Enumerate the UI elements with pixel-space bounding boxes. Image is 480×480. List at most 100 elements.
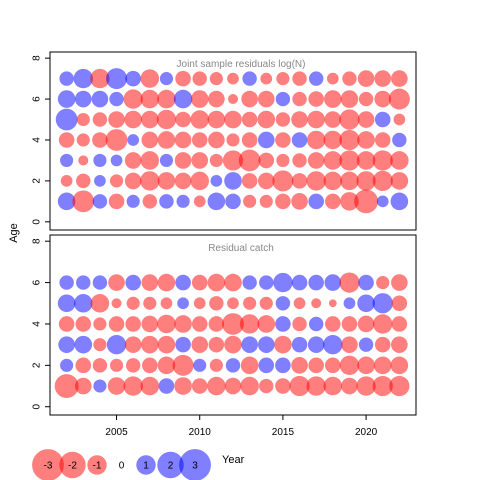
residual-bubble bbox=[357, 70, 375, 87]
residual-bubble bbox=[339, 150, 360, 171]
residual-bubble bbox=[390, 172, 409, 190]
residual-bubble bbox=[224, 110, 242, 129]
y-axis: 0 2 4 6 8 bbox=[32, 55, 50, 225]
x-tick-label: 2015 bbox=[272, 427, 295, 438]
x-tick-label: 2020 bbox=[355, 427, 378, 438]
residual-bubble bbox=[209, 358, 223, 372]
residual-bubble bbox=[308, 91, 324, 107]
residual-bubble bbox=[54, 374, 79, 398]
residual-bubble bbox=[308, 274, 324, 291]
residual-bubble bbox=[72, 190, 95, 213]
residual-bubble bbox=[175, 70, 191, 87]
residual-bubble bbox=[374, 336, 391, 353]
residual-bubble bbox=[93, 317, 107, 331]
residual-bubble bbox=[126, 194, 140, 208]
residual-bubble bbox=[157, 273, 176, 292]
residual-bubble bbox=[58, 316, 75, 332]
residual-bubble bbox=[74, 294, 93, 313]
residual-bubble bbox=[159, 194, 174, 209]
residual-bubble bbox=[177, 297, 189, 310]
residual-bubble bbox=[273, 272, 293, 293]
residual-bubble bbox=[391, 70, 408, 87]
y-tick-label: 8 bbox=[32, 238, 43, 244]
residual-bubble bbox=[291, 274, 308, 291]
residual-bubble bbox=[357, 315, 375, 333]
residual-bubble bbox=[308, 71, 324, 86]
residual-bubble bbox=[57, 294, 76, 313]
residual-bubble bbox=[291, 111, 308, 128]
residual-bubble bbox=[193, 358, 207, 372]
residual-bubble bbox=[259, 275, 274, 290]
residual-bubble bbox=[240, 376, 259, 396]
residual-bubble bbox=[106, 68, 128, 90]
residual-bubble bbox=[275, 91, 291, 107]
residual-bubble bbox=[291, 173, 308, 189]
residual-bubble bbox=[390, 151, 409, 170]
residual-bubble bbox=[60, 153, 74, 168]
residual-bubble bbox=[125, 70, 141, 87]
y-tick-label: 0 bbox=[32, 404, 43, 410]
y-tick-label: 8 bbox=[32, 55, 43, 61]
residual-bubble bbox=[339, 355, 360, 376]
x-axis: 2005 2010 2015 2020 bbox=[105, 415, 378, 438]
residual-bubble bbox=[59, 71, 74, 86]
residual-bubble bbox=[78, 155, 89, 166]
residual-bubble bbox=[323, 171, 343, 191]
residual-bubble bbox=[141, 335, 159, 354]
residual-bubble bbox=[207, 192, 226, 211]
residual-bubble bbox=[257, 336, 275, 353]
residual-bubble bbox=[306, 171, 326, 191]
residual-bubble bbox=[190, 171, 209, 191]
residual-bubble bbox=[307, 110, 325, 129]
residual-bubble bbox=[391, 316, 408, 332]
residual-bubble bbox=[92, 112, 108, 127]
residual-bubble bbox=[340, 90, 359, 108]
residual-bubble bbox=[306, 130, 326, 150]
residual-bubble bbox=[193, 297, 206, 310]
residual-bubble bbox=[143, 296, 157, 310]
residual-bubble bbox=[292, 91, 307, 107]
residual-bubble bbox=[357, 131, 375, 149]
residual-bubble bbox=[276, 72, 290, 86]
residual-bubble bbox=[357, 356, 375, 375]
residual-bubble bbox=[123, 376, 143, 396]
residual-bubble bbox=[160, 297, 173, 310]
residual-bubble bbox=[389, 375, 410, 397]
residual-bubble bbox=[175, 274, 191, 291]
residual-bubble bbox=[140, 376, 160, 396]
residual-bubble bbox=[91, 90, 109, 108]
legend-label: -3 bbox=[44, 461, 53, 472]
residual-bubble bbox=[172, 354, 194, 376]
residual-bubble bbox=[207, 376, 226, 396]
residual-bubble bbox=[291, 193, 308, 210]
residual-bubble bbox=[275, 193, 291, 210]
residual-bubble bbox=[175, 111, 191, 128]
residual-bubble bbox=[90, 68, 110, 89]
legend-label: 3 bbox=[192, 461, 198, 472]
residual-bubble bbox=[124, 172, 142, 190]
residual-bubble bbox=[190, 110, 209, 129]
panel-frame bbox=[49, 234, 417, 416]
bubbles bbox=[55, 68, 410, 214]
legend-bubble bbox=[59, 451, 86, 479]
residual-bubble bbox=[75, 357, 92, 374]
residual-bubble bbox=[127, 134, 140, 146]
residual-bubble bbox=[372, 150, 393, 171]
residual-bubble bbox=[191, 378, 208, 394]
residual-bubble bbox=[109, 174, 124, 188]
residual-bubble bbox=[292, 153, 307, 168]
residual-bubble bbox=[209, 296, 224, 311]
residual-bubble bbox=[393, 113, 406, 126]
residual-bubble bbox=[208, 336, 225, 353]
residual-bubble bbox=[110, 154, 123, 167]
residual-bubble bbox=[176, 194, 190, 208]
residual-bubble bbox=[157, 89, 176, 109]
y-tick-label: 0 bbox=[32, 219, 43, 225]
residual-bubble bbox=[106, 334, 127, 355]
residual-bubble bbox=[107, 377, 126, 395]
residual-bubble bbox=[354, 189, 379, 214]
residual-bubble bbox=[174, 377, 192, 395]
residual-bubble bbox=[125, 316, 141, 332]
residual-bubble bbox=[323, 334, 343, 355]
legend-bubble bbox=[179, 449, 211, 480]
